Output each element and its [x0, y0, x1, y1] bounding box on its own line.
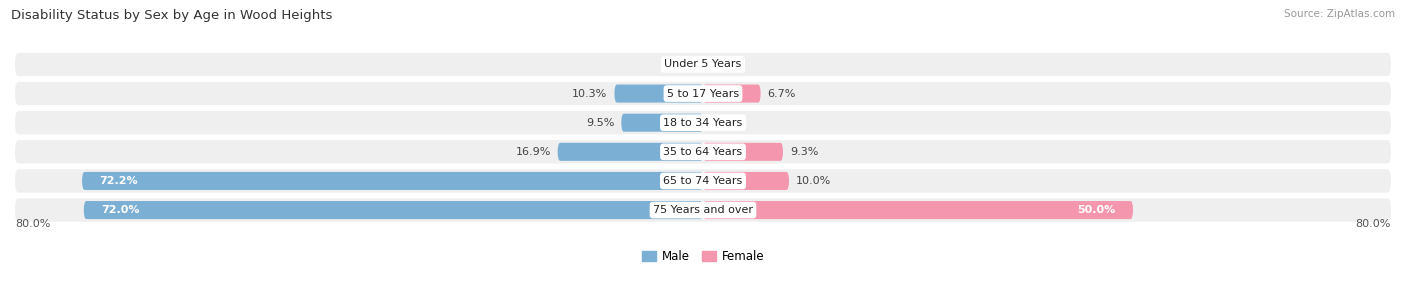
Text: 9.5%: 9.5% [586, 118, 614, 128]
FancyBboxPatch shape [703, 84, 761, 102]
Text: 0.0%: 0.0% [710, 59, 738, 70]
Text: 72.2%: 72.2% [100, 176, 138, 186]
Text: 50.0%: 50.0% [1077, 205, 1116, 215]
Text: 75 Years and over: 75 Years and over [652, 205, 754, 215]
FancyBboxPatch shape [614, 84, 703, 102]
FancyBboxPatch shape [15, 199, 1391, 222]
FancyBboxPatch shape [15, 111, 1391, 134]
Text: 35 to 64 Years: 35 to 64 Years [664, 147, 742, 157]
Text: 10.0%: 10.0% [796, 176, 831, 186]
FancyBboxPatch shape [558, 143, 703, 161]
Text: 5 to 17 Years: 5 to 17 Years [666, 88, 740, 99]
Text: 72.0%: 72.0% [101, 205, 139, 215]
Text: Disability Status by Sex by Age in Wood Heights: Disability Status by Sex by Age in Wood … [11, 9, 333, 22]
FancyBboxPatch shape [15, 82, 1391, 105]
Text: 80.0%: 80.0% [1355, 219, 1391, 229]
Text: 80.0%: 80.0% [15, 219, 51, 229]
Text: 0.0%: 0.0% [710, 118, 738, 128]
Text: 0.0%: 0.0% [668, 59, 696, 70]
Text: Under 5 Years: Under 5 Years [665, 59, 741, 70]
Text: 65 to 74 Years: 65 to 74 Years [664, 176, 742, 186]
Text: 6.7%: 6.7% [768, 88, 796, 99]
Text: 10.3%: 10.3% [572, 88, 607, 99]
Text: Source: ZipAtlas.com: Source: ZipAtlas.com [1284, 9, 1395, 19]
FancyBboxPatch shape [15, 53, 1391, 76]
Text: 9.3%: 9.3% [790, 147, 818, 157]
Text: 18 to 34 Years: 18 to 34 Years [664, 118, 742, 128]
FancyBboxPatch shape [82, 172, 703, 190]
FancyBboxPatch shape [84, 201, 703, 219]
FancyBboxPatch shape [621, 114, 703, 132]
Text: 16.9%: 16.9% [516, 147, 551, 157]
Legend: Male, Female: Male, Female [641, 250, 765, 264]
FancyBboxPatch shape [703, 201, 1133, 219]
FancyBboxPatch shape [15, 169, 1391, 192]
FancyBboxPatch shape [703, 143, 783, 161]
FancyBboxPatch shape [703, 172, 789, 190]
FancyBboxPatch shape [15, 140, 1391, 163]
